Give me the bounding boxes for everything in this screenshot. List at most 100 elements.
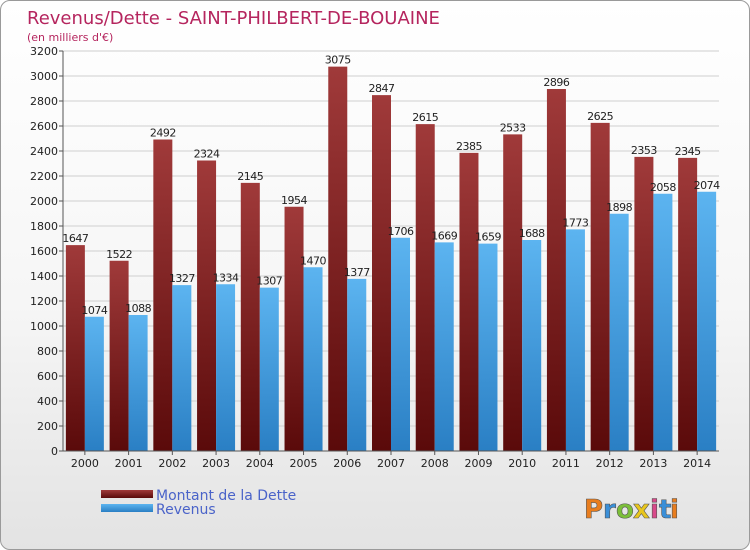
y-tick-label: 2800 xyxy=(30,95,58,108)
data-label-debt-2002: 2492 xyxy=(150,127,176,140)
chart-title: Revenus/Dette - SAINT-PHILBERT-DE-BOUAIN… xyxy=(27,8,440,29)
y-tick-label: 2000 xyxy=(30,195,58,208)
data-label-debt-2003: 2324 xyxy=(194,148,220,161)
data-label-revenue-2004: 1307 xyxy=(256,275,282,288)
x-tick-label: 2009 xyxy=(464,457,492,470)
bar-revenue-2013 xyxy=(653,193,673,451)
bar-debt-2009 xyxy=(459,152,479,451)
y-tick-label: 1000 xyxy=(30,320,58,333)
bars: 1647 1074 1522 1088 2492 1327 2324 1334 2145 1307… xyxy=(62,54,721,451)
bar-revenue-2007 xyxy=(391,237,410,451)
logo-letter: P xyxy=(584,495,603,525)
bar-revenue-2000 xyxy=(84,316,104,451)
bar-debt-2006 xyxy=(328,66,348,451)
y-tick-label: 0 xyxy=(51,445,58,458)
y-tick-label: 600 xyxy=(37,370,58,383)
data-label-revenue-2000: 1074 xyxy=(81,304,107,317)
bar-debt-2007 xyxy=(372,95,391,451)
y-tick-label: 400 xyxy=(37,395,58,408)
y-tick-label: 2200 xyxy=(30,170,58,183)
logo-letter: o xyxy=(616,495,634,525)
legend-swatch-debt xyxy=(101,490,153,498)
legend-swatch-revenue xyxy=(101,504,153,512)
logo-letter: i xyxy=(650,495,659,525)
bar-revenue-2010 xyxy=(522,240,542,451)
bar-debt-2004 xyxy=(240,182,260,451)
data-label-debt-2014: 2345 xyxy=(675,145,701,158)
x-tick-label: 2005 xyxy=(290,457,318,470)
x-tick-label: 2012 xyxy=(596,457,624,470)
bar-debt-2003 xyxy=(197,160,217,451)
bar-debt-2010 xyxy=(503,134,523,451)
y-tick-label: 1400 xyxy=(30,270,58,283)
bar-debt-2001 xyxy=(109,260,129,451)
x-tick-label: 2004 xyxy=(246,457,274,470)
bar-revenue-2012 xyxy=(609,213,629,451)
y-tick-label: 2400 xyxy=(30,145,58,158)
bar-debt-2000 xyxy=(65,245,85,451)
x-axis: 2000 2001 2002 2003 2004 2005 2006 2007 2008 2009… xyxy=(63,450,719,470)
data-label-debt-2013: 2353 xyxy=(631,144,657,157)
data-label-revenue-2002: 1327 xyxy=(169,272,195,285)
bar-debt-2005 xyxy=(284,206,304,451)
data-label-revenue-2012: 1898 xyxy=(606,201,632,214)
data-label-debt-2006: 3075 xyxy=(325,54,351,67)
data-label-debt-2005: 1954 xyxy=(281,194,307,207)
x-tick-label: 2003 xyxy=(202,457,230,470)
data-label-debt-2004: 2145 xyxy=(237,170,263,183)
x-tick-label: 2007 xyxy=(377,457,405,470)
y-tick-label: 200 xyxy=(37,420,58,433)
data-label-revenue-2013: 2058 xyxy=(650,181,676,194)
data-label-revenue-2001: 1088 xyxy=(125,302,151,315)
bar-revenue-2005 xyxy=(303,267,323,451)
x-tick-label: 2002 xyxy=(158,457,186,470)
logo-letter: i xyxy=(670,495,679,525)
bar-debt-2011 xyxy=(546,89,566,451)
bar-debt-2002 xyxy=(153,139,173,451)
logo-letter: t xyxy=(659,495,671,525)
data-label-debt-2001: 1522 xyxy=(106,248,132,261)
data-label-revenue-2009: 1659 xyxy=(475,231,501,244)
data-label-revenue-2010: 1688 xyxy=(519,227,545,240)
data-label-debt-2008: 2615 xyxy=(412,111,438,124)
bar-revenue-2014 xyxy=(697,191,717,451)
x-tick-label: 2011 xyxy=(552,457,580,470)
bar-revenue-2008 xyxy=(434,242,454,451)
bar-debt-2013 xyxy=(634,156,654,451)
bar-revenue-2006 xyxy=(347,278,367,451)
x-tick-label: 2006 xyxy=(333,457,361,470)
y-tick-label: 1800 xyxy=(30,220,58,233)
bar-revenue-2009 xyxy=(478,243,498,451)
x-tick-label: 2000 xyxy=(71,457,99,470)
bar-revenue-2004 xyxy=(259,287,279,451)
y-tick-label: 800 xyxy=(37,345,58,358)
bar-revenue-2011 xyxy=(565,229,585,451)
bar-debt-2014 xyxy=(678,157,698,451)
data-label-revenue-2005: 1470 xyxy=(300,254,326,267)
y-tick-label: 1600 xyxy=(30,245,58,258)
y-axis: 0 200 400 600 800 1000 1200 1400 1600 1800 2000 220… xyxy=(30,45,64,458)
logo-letter: r xyxy=(603,495,616,525)
data-label-debt-2000: 1647 xyxy=(62,232,88,245)
legend-label-debt: Montant de la Dette xyxy=(156,488,296,504)
data-label-revenue-2006: 1377 xyxy=(344,266,370,279)
bar-debt-2012 xyxy=(590,122,610,451)
y-tick-label: 1200 xyxy=(30,295,58,308)
data-label-debt-2010: 2533 xyxy=(500,121,526,134)
data-label-revenue-2011: 1773 xyxy=(562,216,588,229)
x-tick-label: 2010 xyxy=(508,457,536,470)
data-label-revenue-2007: 1706 xyxy=(388,225,414,238)
data-label-debt-2007: 2847 xyxy=(369,82,395,95)
y-tick-label: 3200 xyxy=(30,45,58,58)
logo-letter: x xyxy=(633,495,650,525)
x-tick-label: 2001 xyxy=(115,457,143,470)
data-label-revenue-2008: 1669 xyxy=(431,229,457,242)
data-label-revenue-2014: 2074 xyxy=(694,179,720,192)
data-label-debt-2009: 2385 xyxy=(456,140,482,153)
x-tick-label: 2014 xyxy=(683,457,711,470)
data-label-revenue-2003: 1334 xyxy=(213,271,239,284)
data-label-debt-2012: 2625 xyxy=(587,110,613,123)
